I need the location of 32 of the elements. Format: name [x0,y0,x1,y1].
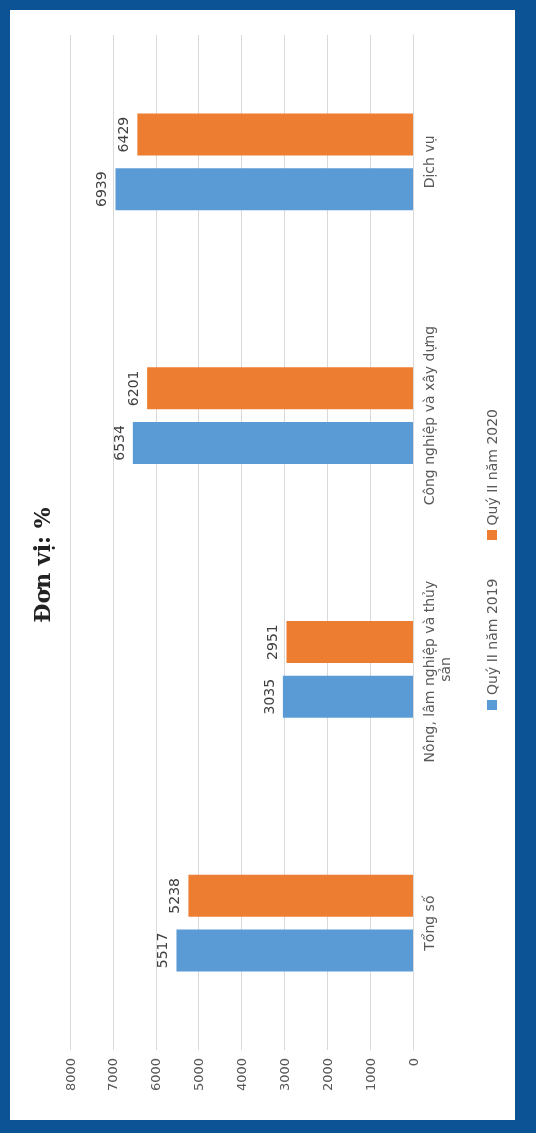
x-tick-label: 4000 [234,1058,249,1092]
y-tick-label: Dịch vụ [421,135,437,189]
x-tick-label: 3000 [276,1058,292,1092]
data-label: 6201 [125,370,142,407]
x-tick-label: 7000 [105,1058,121,1092]
x-tick-label: 6000 [148,1058,164,1092]
bar [132,421,413,464]
x-tick-label: 1000 [362,1058,378,1092]
bar [282,675,413,718]
bar [147,367,413,410]
data-label: 2951 [264,624,281,660]
bar [176,929,413,972]
data-label: 6429 [115,116,132,153]
bar [137,113,413,156]
x-tick-label: 0 [405,1058,421,1067]
bar [115,168,413,211]
y-tick-label: Công nghiệp và xây dựng [421,325,437,506]
x-tick-label: 5000 [191,1058,207,1092]
bar [188,874,413,917]
data-label: 6534 [110,425,127,461]
x-tick-label: 8000 [62,1058,78,1092]
bar [286,621,413,664]
x-tick-label: 2000 [319,1058,335,1092]
data-label: 3035 [260,678,277,715]
y-tick-label: Nông, lâm nghiệp và thủy sản [421,576,453,763]
data-label: 6939 [93,171,110,207]
text: Quý II năm 2020 [484,408,500,526]
text: Đơn vị: % [29,507,55,623]
text: Quý II năm 2019 [484,578,500,695]
y-tick-label: Tổng số [421,895,437,952]
data-label: 5238 [166,878,183,914]
data-label: 5517 [154,932,171,969]
